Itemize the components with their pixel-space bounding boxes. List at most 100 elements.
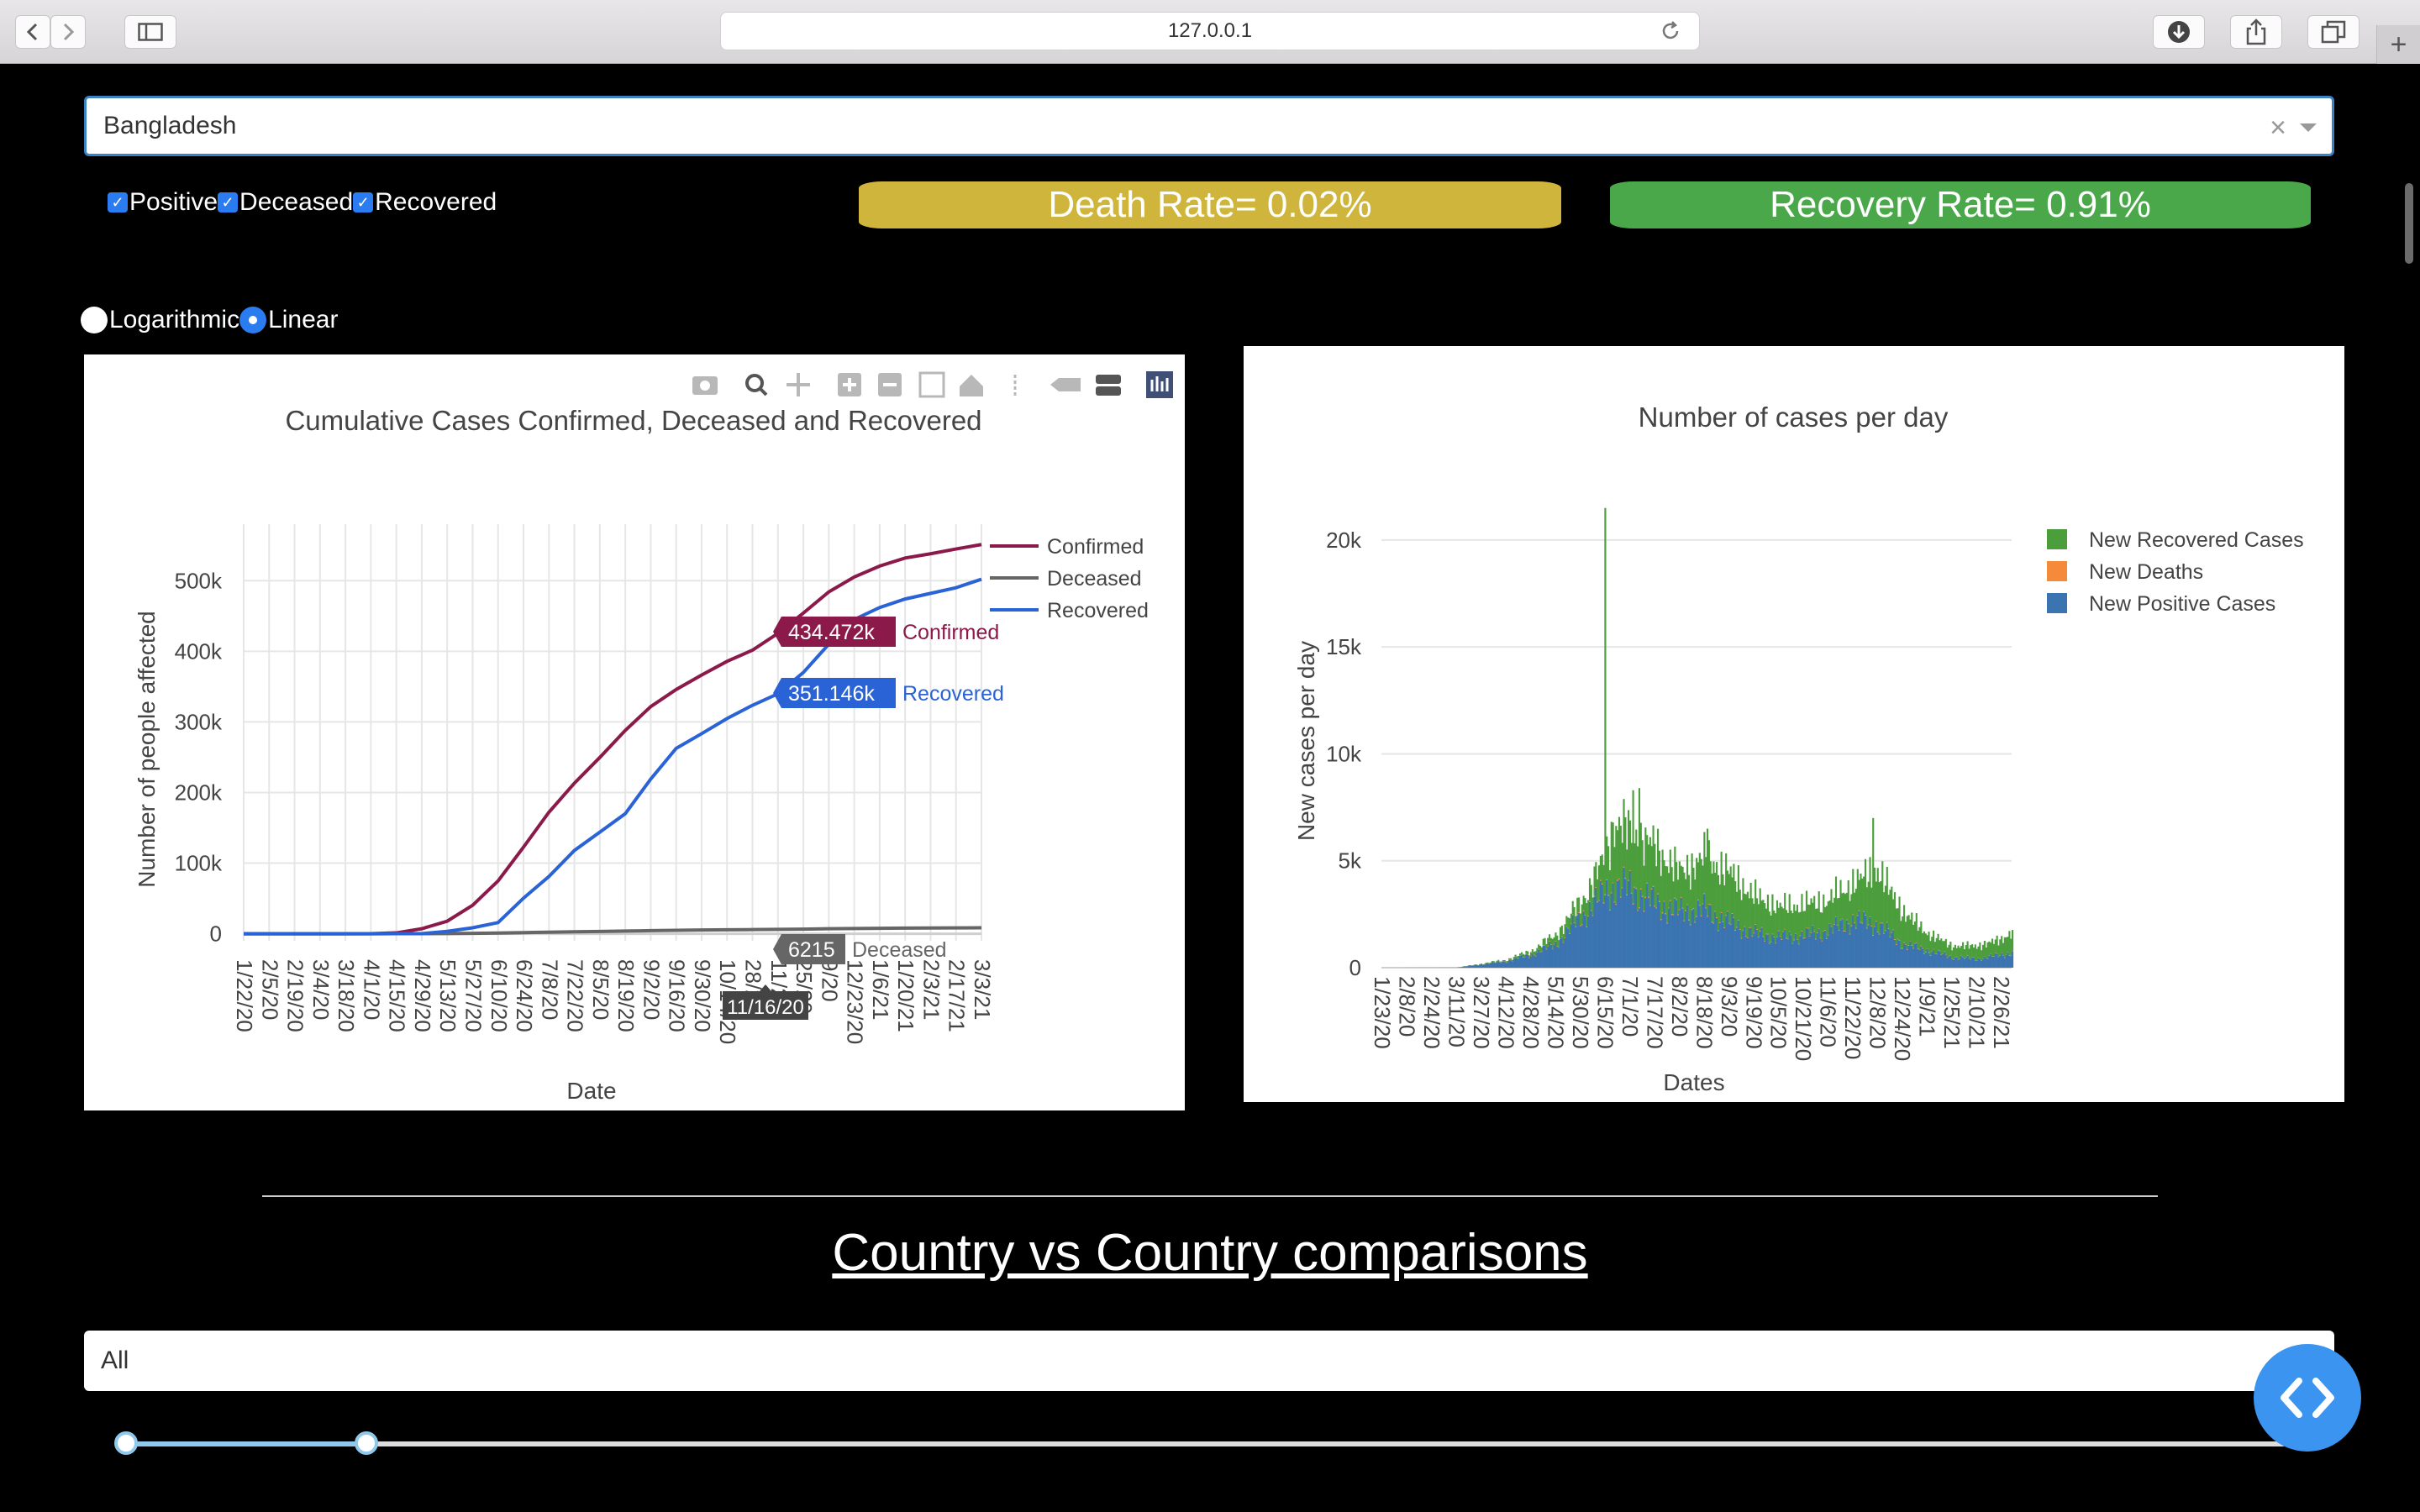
checkbox-recovered-label[interactable]: Recovered [375, 188, 497, 216]
radio-logarithmic[interactable] [81, 307, 108, 333]
bar-new-positive [1962, 957, 1965, 968]
pan-icon[interactable] [786, 373, 810, 396]
bar-new-positive [1965, 957, 1967, 968]
bar-new-positive [1627, 880, 1630, 968]
camera-icon[interactable] [692, 376, 718, 395]
bar-new-positive [1832, 933, 1834, 968]
bar-new-recovered [1553, 937, 1555, 944]
bar-new-recovered [1986, 942, 1989, 959]
reload-icon[interactable] [1659, 19, 1682, 49]
bar-new-recovered [1949, 942, 1952, 955]
bar-new-recovered [1902, 916, 1904, 948]
radio-logarithmic-label[interactable]: Logarithmic [109, 306, 240, 333]
hover-compare-icon[interactable] [1096, 375, 1121, 396]
bar-new-recovered [1509, 958, 1512, 960]
bar-new-positive [1827, 935, 1829, 968]
date-range-slider-end-handle[interactable] [355, 1431, 378, 1455]
bar-new-positive [1790, 935, 1792, 968]
bar-new-positive [1657, 894, 1660, 968]
clear-icon[interactable]: × [2270, 112, 2286, 144]
y-tick-label: 300k [175, 709, 223, 734]
hover-label-value: 434.472k [788, 621, 875, 644]
bar-new-recovered [1892, 899, 1895, 930]
bar-new-recovered [1963, 949, 1966, 959]
legend-label[interactable]: New Positive Cases [2089, 592, 2275, 616]
checkbox-recovered[interactable]: ✓ [353, 192, 374, 213]
bar-new-recovered [1481, 963, 1484, 965]
bar-new-recovered [1895, 908, 1897, 945]
bar-new-recovered [1991, 938, 1994, 957]
autoscale-icon[interactable] [918, 371, 945, 398]
bar-new-deaths [1728, 922, 1730, 924]
bar-new-deaths [1865, 927, 1868, 929]
radio-linear[interactable] [239, 307, 267, 333]
forward-button[interactable] [50, 15, 86, 49]
bar-new-positive [1663, 901, 1665, 968]
back-button[interactable] [15, 15, 50, 49]
bar-new-positive [1797, 944, 1800, 968]
plotly-logo-icon[interactable] [1146, 371, 1173, 398]
bar-new-deaths [1852, 914, 1854, 916]
home-icon[interactable] [960, 375, 983, 396]
hover-closest-icon[interactable] [1050, 378, 1081, 391]
date-range-slider-track[interactable] [126, 1441, 2286, 1446]
legend-swatch[interactable] [2047, 593, 2067, 613]
downloads-button[interactable] [2153, 15, 2205, 49]
bar-new-positive [1523, 957, 1526, 968]
legend-swatch[interactable] [2047, 529, 2067, 549]
bar-new-recovered [1850, 894, 1853, 926]
radio-linear-label[interactable]: Linear [268, 306, 339, 333]
legend-label[interactable]: Recovered [1047, 599, 1149, 622]
comparison-country-dropdown[interactable]: All [84, 1331, 2334, 1391]
bar-new-deaths [1570, 923, 1572, 925]
date-range-slider-start-handle[interactable] [114, 1431, 138, 1455]
bar-new-recovered [1681, 866, 1684, 908]
bar-new-positive [1960, 956, 1963, 968]
code-toggle-button[interactable] [2254, 1344, 2361, 1452]
bar-new-deaths [1796, 939, 1799, 940]
bar-new-recovered [1755, 898, 1759, 930]
zoom-icon[interactable] [745, 374, 768, 396]
bar-new-positive [1873, 927, 1876, 968]
new-tab-button[interactable]: + [2376, 25, 2420, 64]
legend-swatch[interactable] [2047, 561, 2067, 581]
zoom-out-icon[interactable] [878, 373, 902, 396]
legend-label[interactable]: New Deaths [2089, 560, 2203, 584]
bar-new-positive [1753, 933, 1755, 968]
country-dropdown[interactable]: Bangladesh × [84, 96, 2334, 156]
bar-new-recovered [2005, 937, 2007, 955]
bar-new-recovered [1996, 935, 1998, 954]
bar-new-recovered [1818, 891, 1820, 929]
bar-new-deaths [1584, 915, 1586, 916]
bar-new-positive [1576, 915, 1579, 968]
address-bar[interactable]: 127.0.0.1 [720, 12, 1700, 50]
x-tick-label: 4/28/20 [1518, 976, 1544, 1049]
checkbox-deceased[interactable]: ✓ [218, 192, 239, 213]
page-scrollbar[interactable] [2405, 183, 2413, 264]
bar-new-deaths [1863, 911, 1865, 912]
bar-new-recovered [1556, 935, 1559, 947]
bar-new-positive [1785, 938, 1788, 968]
bar-new-positive [1812, 925, 1814, 968]
sidebar-toggle-button[interactable] [124, 15, 176, 49]
checkbox-deceased-label[interactable]: Deceased [239, 188, 354, 216]
legend-label[interactable]: Deceased [1047, 567, 1142, 591]
bar-new-recovered [1825, 906, 1828, 939]
zoom-in-icon[interactable] [838, 373, 861, 396]
chevron-down-icon[interactable] [2300, 123, 2317, 132]
bar-new-positive [1565, 927, 1568, 968]
tabs-overview-button[interactable] [2307, 15, 2360, 49]
share-button[interactable] [2230, 15, 2282, 49]
bar-new-recovered [1913, 921, 1917, 943]
bar-new-deaths [1632, 903, 1634, 905]
bar-new-deaths [1844, 931, 1847, 932]
checkbox-positive[interactable]: ✓ [108, 192, 128, 213]
bar-new-recovered [1492, 961, 1495, 963]
bar-new-positive [1461, 966, 1464, 968]
bar-new-recovered [1872, 817, 1875, 936]
legend-label[interactable]: Confirmed [1047, 535, 1144, 559]
checkbox-positive-label[interactable]: Positive [129, 188, 218, 216]
bar-new-recovered [1793, 904, 1796, 940]
legend-label[interactable]: New Recovered Cases [2089, 528, 2304, 552]
bar-new-recovered [1618, 816, 1621, 879]
